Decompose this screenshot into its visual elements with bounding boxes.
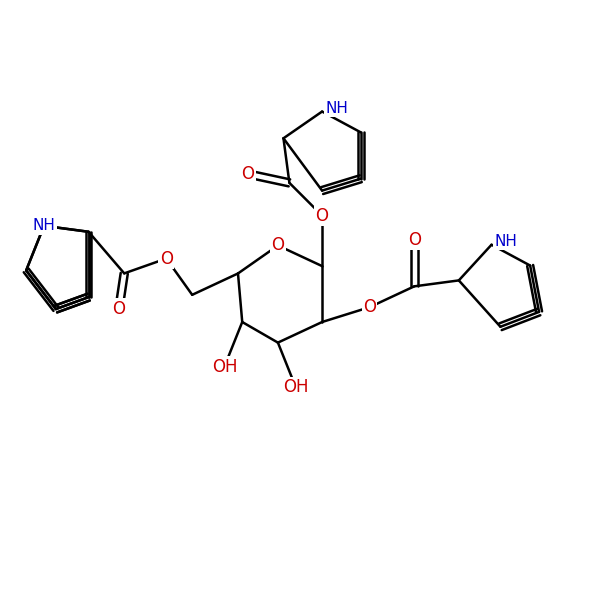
Text: O: O	[363, 298, 376, 316]
Text: O: O	[112, 299, 125, 317]
Text: O: O	[408, 231, 421, 249]
Text: OH: OH	[283, 378, 308, 396]
Text: O: O	[241, 165, 254, 183]
Text: NH: NH	[494, 234, 517, 249]
Text: O: O	[271, 236, 284, 254]
Text: O: O	[316, 206, 329, 224]
Text: O: O	[160, 250, 173, 268]
Text: NH: NH	[32, 218, 55, 233]
Text: OH: OH	[212, 358, 237, 376]
Text: NH: NH	[325, 101, 348, 116]
